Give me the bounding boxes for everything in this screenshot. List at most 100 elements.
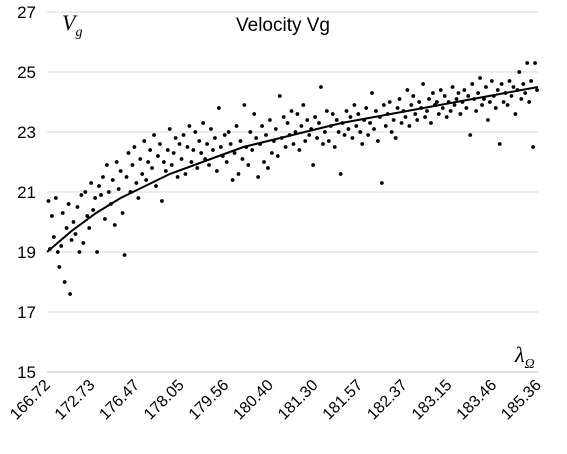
data-point xyxy=(193,130,198,134)
data-point xyxy=(66,202,71,206)
data-point xyxy=(391,118,396,122)
data-point xyxy=(370,91,374,95)
data-point xyxy=(350,136,355,140)
x-tick-label: 178.05 xyxy=(141,377,188,424)
data-point xyxy=(480,103,484,107)
data-point xyxy=(106,190,111,194)
y-tick-label: 17 xyxy=(17,303,36,322)
data-point xyxy=(191,148,196,152)
data-point xyxy=(159,199,164,203)
data-point xyxy=(527,100,532,104)
data-point xyxy=(323,130,327,134)
data-point xyxy=(51,235,56,239)
data-point xyxy=(97,184,101,188)
data-point xyxy=(71,220,76,224)
data-point xyxy=(497,142,502,146)
data-point xyxy=(118,169,123,173)
x-tick-labels: 166.72172.73176.47178.05179.56180.40181.… xyxy=(7,377,545,424)
data-point xyxy=(421,82,426,86)
data-point xyxy=(101,175,105,179)
data-point xyxy=(238,139,243,143)
data-point xyxy=(266,166,270,170)
data-point xyxy=(374,109,378,113)
data-point xyxy=(332,145,337,149)
data-point xyxy=(301,103,306,107)
data-point xyxy=(317,121,321,125)
data-point xyxy=(122,253,127,257)
data-point xyxy=(319,85,323,89)
data-point xyxy=(275,154,280,158)
data-point xyxy=(352,103,357,107)
y-axis-label-symbol: V xyxy=(62,10,78,35)
data-point xyxy=(55,250,60,254)
data-point xyxy=(60,211,65,215)
data-point xyxy=(283,145,288,149)
data-point xyxy=(501,100,506,104)
data-point xyxy=(487,100,492,104)
data-point xyxy=(213,136,217,140)
data-point xyxy=(207,163,211,167)
data-point xyxy=(431,91,435,95)
data-point xyxy=(148,148,153,152)
data-point xyxy=(211,148,215,152)
data-point xyxy=(403,115,408,119)
data-point xyxy=(450,85,455,89)
data-point xyxy=(499,82,504,86)
data-point xyxy=(285,121,290,125)
x-tick-label: 180.40 xyxy=(230,377,277,424)
data-point xyxy=(248,130,253,134)
y-tick-label: 21 xyxy=(17,183,36,202)
data-point xyxy=(59,244,64,248)
data-point xyxy=(46,199,51,203)
data-point xyxy=(299,124,304,128)
data-point xyxy=(262,160,266,164)
data-point xyxy=(114,160,119,164)
data-point xyxy=(175,175,180,179)
data-point xyxy=(209,127,213,131)
data-point xyxy=(179,157,184,161)
data-point xyxy=(326,139,331,143)
data-point xyxy=(444,115,449,119)
data-point xyxy=(336,130,341,134)
data-point xyxy=(116,187,121,191)
data-point xyxy=(358,130,363,134)
data-point xyxy=(434,100,439,104)
data-point xyxy=(167,127,172,131)
x-tick-label: 183.15 xyxy=(409,377,456,424)
data-point xyxy=(214,169,219,173)
data-point xyxy=(250,148,255,152)
data-point xyxy=(438,88,443,92)
data-point xyxy=(295,112,300,116)
data-point xyxy=(338,172,343,176)
x-tick-label: 183.46 xyxy=(454,377,501,424)
data-point xyxy=(260,124,264,128)
data-point xyxy=(222,133,227,137)
data-point xyxy=(197,139,202,143)
data-point xyxy=(313,115,317,119)
data-point xyxy=(152,133,156,137)
data-point xyxy=(429,121,433,125)
data-point xyxy=(452,103,457,107)
data-point xyxy=(85,214,90,218)
data-point xyxy=(411,94,416,98)
data-point xyxy=(232,151,237,155)
data-point xyxy=(230,178,235,182)
data-point xyxy=(478,76,482,80)
data-point xyxy=(181,133,186,137)
data-point xyxy=(476,91,480,95)
y-axis-label: Vg xyxy=(62,10,82,40)
data-point xyxy=(291,142,296,146)
data-point xyxy=(324,109,329,113)
data-point xyxy=(99,193,103,197)
y-tick-label: 19 xyxy=(17,243,36,262)
data-point xyxy=(163,169,168,173)
data-points xyxy=(46,61,539,296)
data-point xyxy=(228,142,233,146)
data-point xyxy=(83,190,88,194)
data-point xyxy=(356,112,361,116)
data-point xyxy=(474,109,479,113)
data-point xyxy=(513,112,518,116)
data-point xyxy=(486,118,490,122)
data-point xyxy=(254,136,259,140)
